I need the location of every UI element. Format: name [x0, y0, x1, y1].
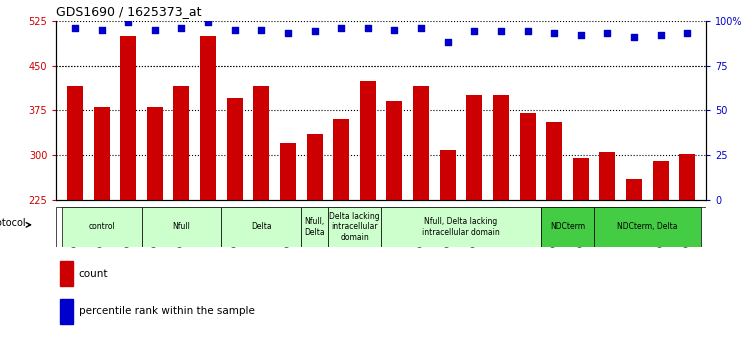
Point — [655, 32, 667, 38]
Bar — [227, 98, 243, 200]
Point — [575, 32, 587, 38]
Point — [521, 29, 533, 34]
Bar — [173, 87, 189, 200]
Point — [176, 25, 188, 31]
Point — [149, 27, 161, 32]
Text: Nfull: Nfull — [173, 222, 191, 231]
Bar — [653, 161, 668, 200]
Bar — [520, 114, 535, 200]
Text: Delta lacking
intracellular
domain: Delta lacking intracellular domain — [329, 212, 380, 242]
Text: Nfull,
Delta: Nfull, Delta — [304, 217, 325, 237]
Bar — [280, 143, 296, 200]
Bar — [382, 207, 541, 247]
Point — [469, 29, 481, 34]
Text: NDCterm, Delta: NDCterm, Delta — [617, 222, 677, 231]
Point — [602, 30, 614, 36]
Bar — [333, 119, 349, 200]
Text: GDS1690 / 1625373_at: GDS1690 / 1625373_at — [56, 5, 202, 18]
Bar — [301, 207, 328, 247]
Point — [69, 25, 81, 31]
Bar — [60, 262, 74, 286]
Bar — [413, 87, 429, 200]
Text: count: count — [79, 268, 108, 278]
Text: percentile rank within the sample: percentile rank within the sample — [79, 306, 255, 316]
Text: Nfull, Delta lacking
intracellular domain: Nfull, Delta lacking intracellular domai… — [422, 217, 500, 237]
Point — [335, 25, 347, 31]
Point — [415, 25, 427, 31]
Bar — [62, 207, 141, 247]
Bar — [387, 101, 403, 200]
Text: Delta: Delta — [251, 222, 272, 231]
Bar — [253, 87, 270, 200]
Bar — [541, 207, 594, 247]
Point — [388, 27, 400, 32]
Bar — [680, 154, 695, 200]
Bar — [546, 122, 562, 200]
Bar — [141, 207, 222, 247]
Bar — [328, 207, 382, 247]
Bar — [306, 134, 323, 200]
Point — [495, 29, 507, 34]
Point — [309, 29, 321, 34]
Bar — [594, 207, 701, 247]
Bar — [599, 152, 615, 200]
Point — [628, 34, 640, 40]
Bar — [147, 107, 163, 200]
Point — [229, 27, 241, 32]
Bar — [626, 179, 642, 200]
Point — [362, 25, 374, 31]
Bar — [493, 96, 509, 200]
Text: control: control — [88, 222, 115, 231]
Bar — [67, 87, 83, 200]
Bar — [222, 207, 301, 247]
Point — [202, 20, 214, 25]
Point — [95, 27, 107, 32]
Text: protocol: protocol — [0, 218, 26, 228]
Bar — [200, 36, 216, 200]
Point — [548, 30, 560, 36]
Bar — [439, 150, 456, 200]
Point — [681, 30, 693, 36]
Bar — [573, 158, 589, 200]
Bar — [466, 96, 482, 200]
Bar — [360, 80, 376, 200]
Point — [255, 27, 267, 32]
Point — [122, 20, 134, 25]
Point — [282, 30, 294, 36]
Bar — [94, 107, 110, 200]
Point — [442, 39, 454, 45]
Text: NDCterm: NDCterm — [550, 222, 585, 231]
Bar — [60, 299, 74, 324]
Bar — [120, 36, 136, 200]
